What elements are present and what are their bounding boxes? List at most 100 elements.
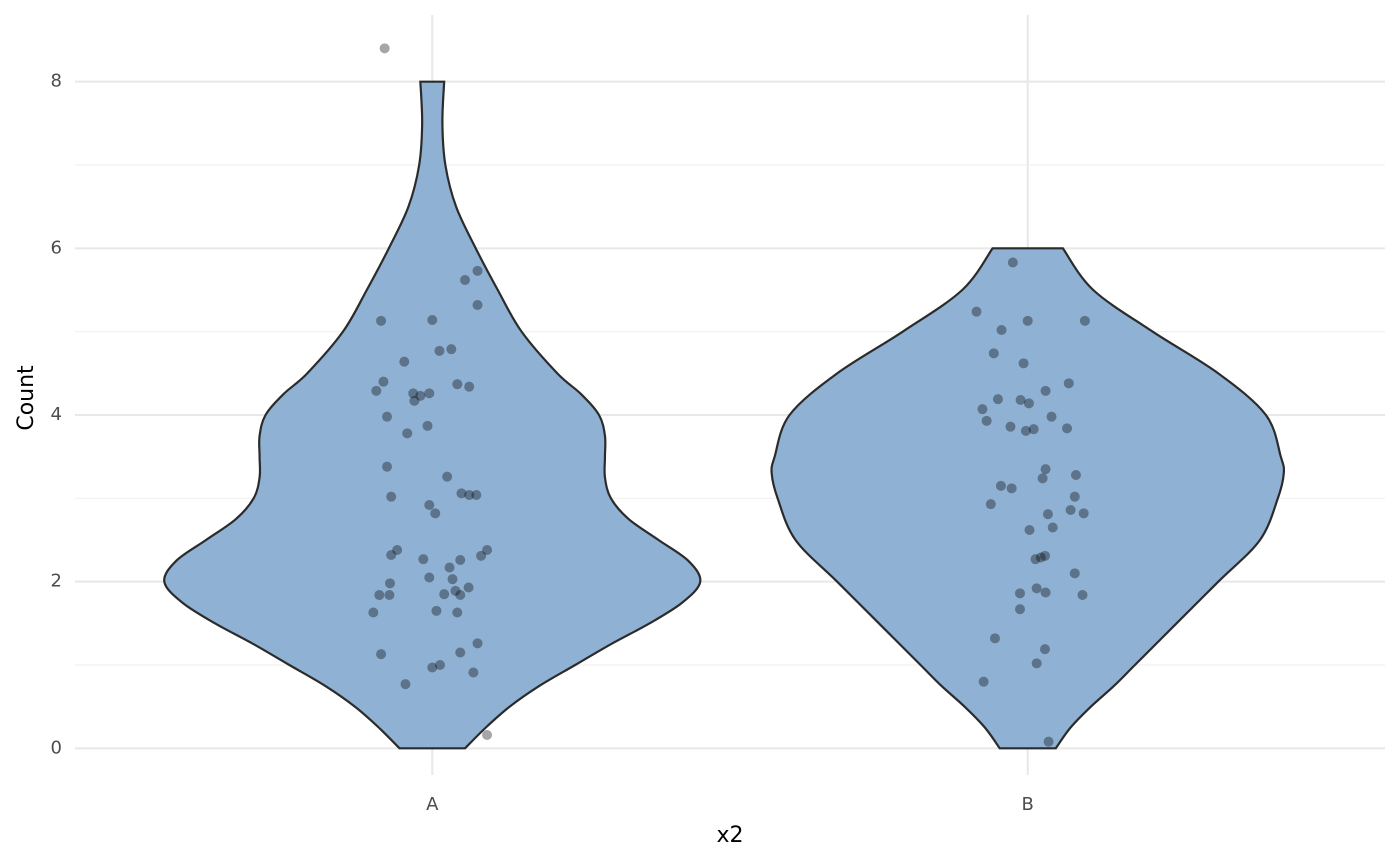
jitter-point xyxy=(1065,505,1076,515)
jitter-point xyxy=(382,461,393,472)
jitter-point xyxy=(476,550,487,561)
jitter-point xyxy=(1014,604,1025,615)
jitter-point xyxy=(415,390,426,401)
jitter-point xyxy=(455,647,466,658)
jitter-point xyxy=(1078,508,1089,519)
jitter-point xyxy=(452,379,463,390)
jitter-point xyxy=(379,43,390,54)
jitter-point xyxy=(386,550,397,560)
jitter-point xyxy=(455,555,466,565)
jitter-point xyxy=(1040,464,1051,475)
jitter-point xyxy=(472,638,483,649)
jitter-point xyxy=(985,499,996,510)
jitter-point xyxy=(1030,554,1041,565)
y-axis-title: Count xyxy=(14,365,39,431)
jitter-point xyxy=(472,265,483,276)
x-tick-label: B xyxy=(1022,794,1034,815)
y-tick-label: 4 xyxy=(51,404,62,425)
jitter-point xyxy=(1028,424,1039,435)
jitter-point xyxy=(424,572,435,583)
jitter-point xyxy=(988,348,999,359)
jitter-point xyxy=(460,275,471,285)
jitter-point xyxy=(996,325,1007,335)
jitter-point xyxy=(431,605,442,616)
jitter-point xyxy=(1015,395,1026,405)
jitter-point xyxy=(471,490,482,500)
jitter-point xyxy=(1031,658,1042,669)
jitter-point xyxy=(1022,315,1033,326)
jitter-point xyxy=(384,578,395,589)
jitter-point xyxy=(418,554,429,565)
jitter-point xyxy=(434,345,445,356)
jitter-point xyxy=(464,381,475,392)
jitter-point xyxy=(409,395,420,406)
jitter-point xyxy=(1035,552,1046,563)
jitter-point xyxy=(981,415,992,426)
jitter-point xyxy=(1042,509,1053,520)
jitter-point xyxy=(1014,588,1025,599)
jitter-point xyxy=(1005,421,1016,432)
jitter-point xyxy=(444,562,455,573)
jitter-point xyxy=(1024,525,1035,535)
jitter-point xyxy=(989,633,1000,644)
y-tick-label: 2 xyxy=(51,571,62,592)
jitter-point xyxy=(378,376,389,387)
jitter-point xyxy=(1062,423,1073,434)
jitter-point xyxy=(1063,378,1074,389)
jitter-point xyxy=(376,649,387,660)
jitter-point xyxy=(463,582,474,593)
jitter-point xyxy=(1069,491,1080,502)
jitter-point xyxy=(1069,568,1080,579)
jitter-point xyxy=(1018,358,1029,369)
jitter-point xyxy=(1039,550,1050,561)
jitter-point xyxy=(1043,736,1054,747)
jitter-point xyxy=(402,428,413,439)
jitter-point xyxy=(439,589,450,600)
jitter-point xyxy=(442,471,453,482)
jitter-point xyxy=(382,411,393,422)
jitter-point xyxy=(424,500,435,510)
jitter-point xyxy=(1039,644,1050,655)
jitter-point xyxy=(1040,587,1051,598)
jitter-point xyxy=(399,356,410,367)
jitter-point xyxy=(482,545,493,555)
jitter-point xyxy=(376,315,387,326)
violin xyxy=(163,80,702,750)
jitter-point xyxy=(374,590,385,600)
jitter-point xyxy=(408,388,419,399)
jitter-point xyxy=(1079,315,1090,326)
jitter-point xyxy=(456,488,467,499)
y-tick-label: 0 xyxy=(51,737,62,758)
jitter-point xyxy=(1031,583,1042,594)
jitter-point xyxy=(452,607,463,618)
jitter-point xyxy=(400,679,411,690)
x-tick-label: A xyxy=(426,794,439,815)
jitter-point xyxy=(468,667,479,678)
jitter-point xyxy=(1077,590,1088,600)
jitter-point xyxy=(447,574,458,585)
y-tick-label: 8 xyxy=(51,71,62,92)
jitter-point xyxy=(1070,470,1081,480)
jitter-point xyxy=(386,491,397,502)
jitter-point xyxy=(995,480,1006,491)
jitter-point xyxy=(992,394,1003,405)
jitter-point xyxy=(978,676,989,687)
jitter-point xyxy=(435,660,446,670)
jitter-point xyxy=(371,385,382,396)
jitter-point xyxy=(977,404,988,415)
y-tick-label: 6 xyxy=(51,237,62,258)
jitter-point xyxy=(430,508,441,519)
jitter-point xyxy=(455,590,466,600)
jitter-point xyxy=(422,420,433,431)
jitter-point xyxy=(1046,411,1057,422)
jitter-point xyxy=(1020,425,1031,436)
jitter-point xyxy=(384,590,395,600)
jitter-point xyxy=(1006,483,1017,494)
jitter-point xyxy=(424,388,435,399)
jitter-point xyxy=(1047,522,1058,533)
jitter-point xyxy=(472,300,483,310)
jitter-point xyxy=(1023,398,1034,409)
jitter-point xyxy=(427,662,438,673)
jitter-point xyxy=(971,306,982,317)
